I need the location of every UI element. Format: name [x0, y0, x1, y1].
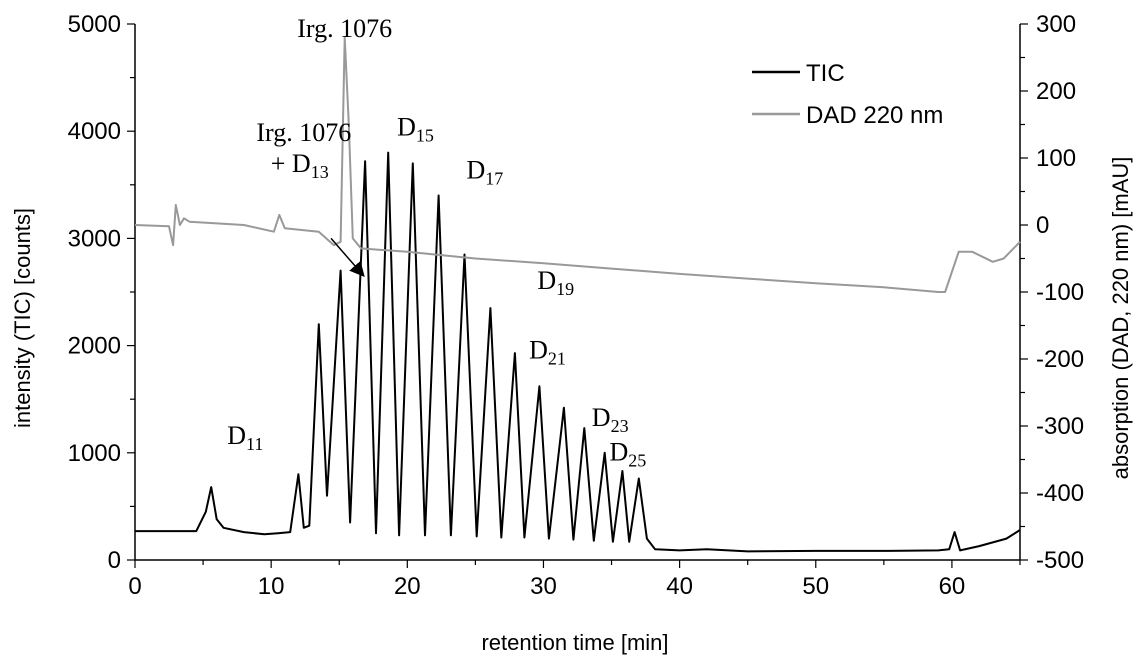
legend: TIC DAD 220 nm	[752, 60, 943, 129]
x-tick-label: 10	[258, 573, 285, 600]
peak-annotation: Irg. 1076	[297, 14, 392, 43]
x-tick-label: 60	[939, 573, 966, 600]
y-right-tick-label: 200	[1036, 78, 1076, 105]
x-axis-title: retention time [min]	[481, 630, 668, 655]
peak-annotation: D15	[397, 112, 434, 145]
legend-label: DAD 220 nm	[806, 102, 943, 129]
series-layer	[134, 36, 1021, 553]
legend-label: TIC	[806, 60, 845, 87]
peak-annotation: D25	[609, 437, 646, 470]
y-right-tick-label: -200	[1036, 346, 1084, 373]
y-right-tick-label: 300	[1036, 11, 1076, 38]
peak-annotation: + D13	[271, 149, 329, 182]
y-right-tick-label: -100	[1036, 279, 1084, 306]
y-left-tick-label: 2000	[68, 333, 121, 360]
peak-annotation: D17	[467, 155, 504, 188]
y-right-tick-label: 0	[1036, 212, 1049, 239]
x-tick-label: 40	[666, 573, 693, 600]
axes: 0 10 20 30 40 50 60010002000300040005000-500-4…	[68, 11, 1084, 600]
x-tick-label: 0	[128, 573, 141, 600]
y-left-tick-label: 5000	[68, 11, 121, 38]
y-left-axis-title: intensity (TIC) [counts]	[10, 208, 35, 428]
x-tick-label: 30	[530, 573, 557, 600]
x-tick-label: 50	[802, 573, 829, 600]
y-left-tick-label: 1000	[68, 440, 121, 467]
peak-annotation: Irg. 1076	[256, 118, 351, 147]
y-left-tick-label: 3000	[68, 225, 121, 252]
y-right-tick-label: -300	[1036, 413, 1084, 440]
tic-series-line	[135, 151, 1021, 553]
peak-annotation: D23	[592, 403, 629, 436]
y-left-tick-label: 4000	[68, 118, 121, 145]
annotation-arrow	[330, 237, 365, 278]
peak-annotation: D21	[529, 335, 566, 368]
peak-annotation: D19	[537, 266, 574, 299]
x-tick-label: 20	[394, 573, 421, 600]
dad-series-line	[134, 36, 1021, 293]
y-right-tick-label: -400	[1036, 480, 1084, 507]
y-right-tick-label: -500	[1036, 547, 1084, 574]
y-right-tick-label: 100	[1036, 145, 1076, 172]
y-right-axis-title: absorption (DAD, 220 nm) [mAU]	[1108, 157, 1133, 480]
y-left-tick-label: 0	[108, 547, 121, 574]
peak-annotation: D11	[227, 421, 263, 454]
